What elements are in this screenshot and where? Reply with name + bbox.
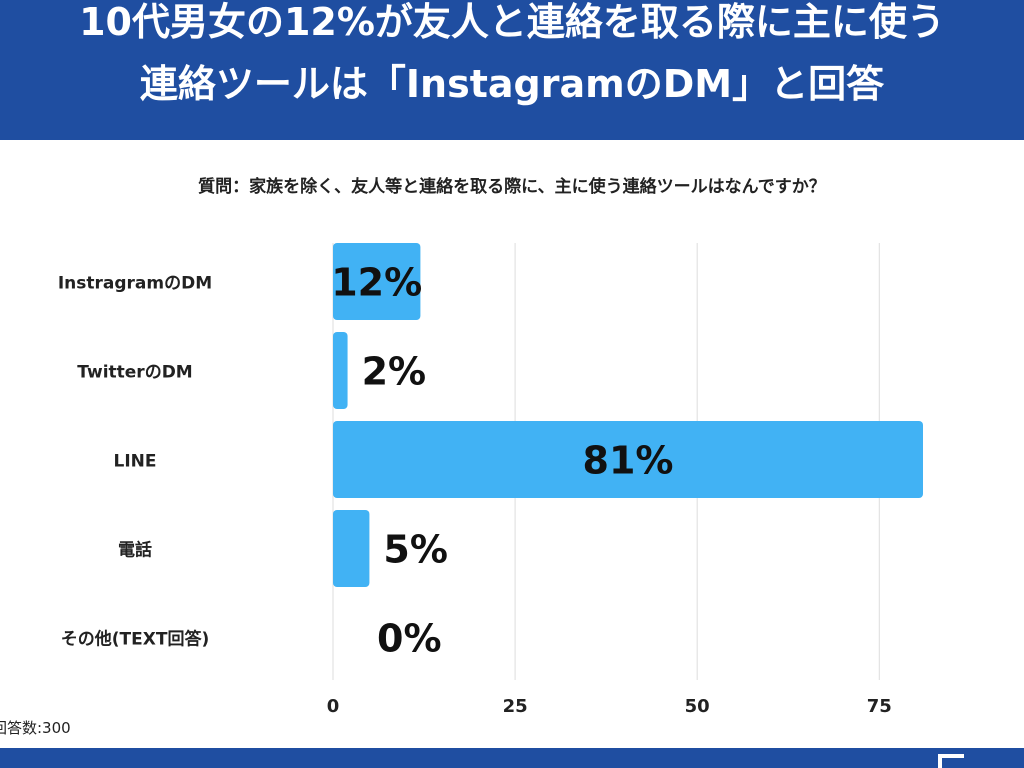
value-label: 2% xyxy=(362,350,427,394)
footer-banner xyxy=(0,748,1024,768)
title-line-1: 10代男女の12%が友人と連絡を取る際に主に使う xyxy=(79,0,945,44)
title-banner: 10代男女の12%が友人と連絡を取る際に主に使う 連絡ツールは「Instagra… xyxy=(0,0,1024,140)
bar xyxy=(333,421,923,498)
x-tick-label-0: 0 xyxy=(327,696,340,717)
category-label: 電話 xyxy=(118,540,152,561)
category-label: InstragramのDM xyxy=(58,274,212,294)
bar xyxy=(333,332,348,409)
value-label: 0% xyxy=(377,617,442,661)
bar xyxy=(333,243,421,320)
category-label: LINE xyxy=(114,452,157,472)
category-label: TwitterのDM xyxy=(77,363,192,383)
x-tick-label-75: 75 xyxy=(867,696,892,717)
logo-mark-icon xyxy=(938,754,964,768)
value-label: 5% xyxy=(383,528,448,572)
value-label: 81% xyxy=(583,439,674,483)
x-tick-label-25: 25 xyxy=(503,696,528,717)
value-label: 12% xyxy=(331,261,422,305)
response-count: 回答数:300 xyxy=(0,719,71,737)
category-label: その他(TEXT回答) xyxy=(61,629,209,650)
title-line-2: 連絡ツールは「InstagramのDM」と回答 xyxy=(139,62,885,106)
survey-question: 質問：家族を除く、友人等と連絡を取る際に、主に使う連絡ツールはなんですか？ xyxy=(198,177,826,197)
bar xyxy=(333,510,370,587)
x-tick-label-50: 50 xyxy=(685,696,710,717)
